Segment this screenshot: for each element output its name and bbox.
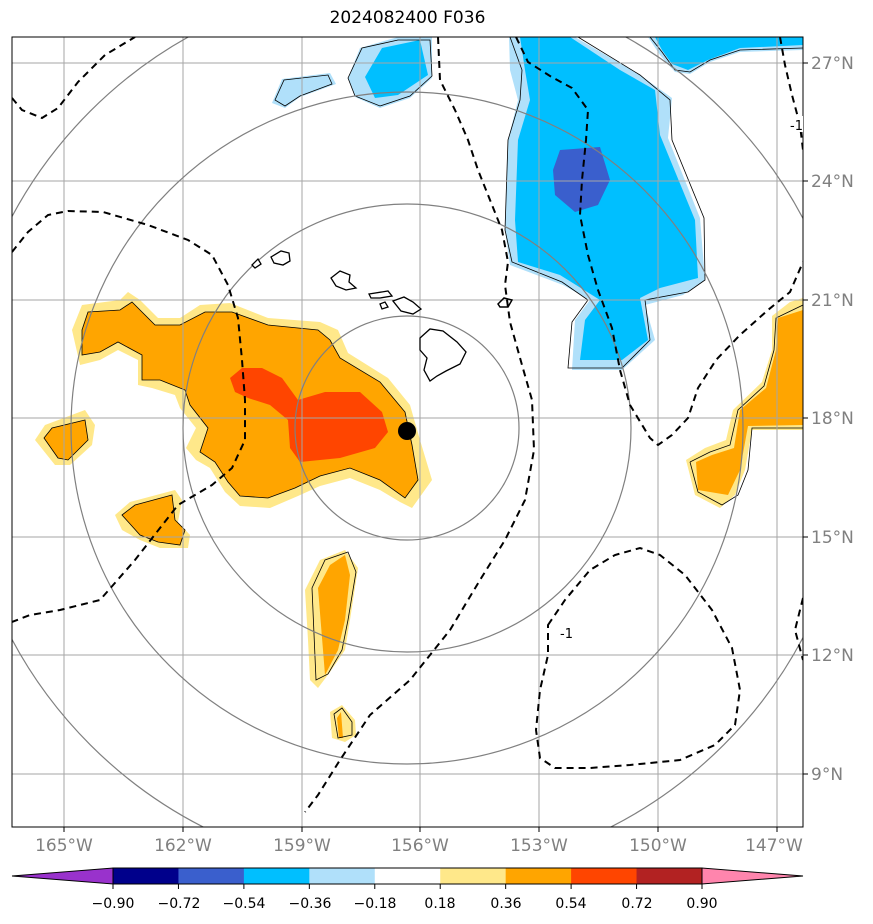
map-title: 2024082400 F036 <box>329 8 486 28</box>
colorbar-segment <box>440 868 507 884</box>
lat-label: 24°N <box>811 172 854 192</box>
zero-contour-edges <box>43 37 803 739</box>
colorbar-segment <box>243 868 310 884</box>
positive-anomaly-fields <box>35 292 803 742</box>
lat-label: 9°N <box>811 765 843 785</box>
colorbar-segment <box>113 868 179 884</box>
colorbar-label: 0.90 <box>686 896 717 912</box>
lat-label: 18°N <box>811 409 854 429</box>
dashed-contours <box>12 37 803 813</box>
colorbar-segment <box>178 868 245 884</box>
colorbar-label: 0.54 <box>555 896 586 912</box>
colorbar: −0.90 −0.72 −0.54 −0.36 −0.18 0.18 0.36 … <box>11 867 804 912</box>
colorbar-outline <box>112 867 703 885</box>
contour-label-bg <box>789 116 803 132</box>
lat-label: 15°N <box>811 528 854 548</box>
negative-anomaly-fields <box>272 37 803 370</box>
lon-label: 150°W <box>629 836 687 856</box>
colorbar-label: −0.36 <box>289 896 332 912</box>
colorbar-segment <box>571 868 638 884</box>
colorbar-segments <box>12 868 803 884</box>
contour-label-bg <box>558 624 572 640</box>
axis-ticks <box>63 62 808 832</box>
lon-label: 159°W <box>273 836 331 856</box>
lon-label: 165°W <box>35 836 93 856</box>
lat-label: 12°N <box>811 646 854 666</box>
island-coastlines <box>251 250 467 382</box>
colorbar-extend-low <box>12 868 113 884</box>
colorbar-label: −0.72 <box>158 896 201 912</box>
lon-label: 156°W <box>391 836 449 856</box>
colorbar-segment <box>505 868 572 884</box>
colorbar-segment <box>636 868 703 884</box>
lat-label: 21°N <box>811 291 854 311</box>
colorbar-segment <box>374 868 441 884</box>
storm-center-marker <box>398 422 416 440</box>
lon-label: 153°W <box>510 836 568 856</box>
contour-label: -1 <box>790 119 803 134</box>
lon-label: 147°W <box>745 836 803 856</box>
colorbar-segment <box>309 868 376 884</box>
lon-label: 162°W <box>154 836 212 856</box>
colorbar-label: −0.90 <box>92 896 135 912</box>
colorbar-labels: −0.90 −0.72 −0.54 −0.36 −0.18 0.18 0.36 … <box>92 896 718 912</box>
latitude-labels: 27°N 24°N 21°N 18°N 15°N 12°N 9°N <box>811 54 854 785</box>
colorbar-label: −0.54 <box>223 896 266 912</box>
map-frame <box>11 36 804 828</box>
colorbar-label: 0.72 <box>621 896 652 912</box>
colorbar-ticks <box>112 884 703 889</box>
lat-label: 27°N <box>811 54 854 74</box>
contour-label: -1 <box>560 627 573 642</box>
colorbar-label: 0.18 <box>424 896 455 912</box>
longitude-labels: 165°W 162°W 159°W 156°W 153°W 150°W 147°… <box>35 836 803 856</box>
colorbar-label: −0.18 <box>354 896 397 912</box>
colorbar-extend-high <box>702 868 803 884</box>
colorbar-label: 0.36 <box>490 896 521 912</box>
range-rings <box>12 37 803 827</box>
